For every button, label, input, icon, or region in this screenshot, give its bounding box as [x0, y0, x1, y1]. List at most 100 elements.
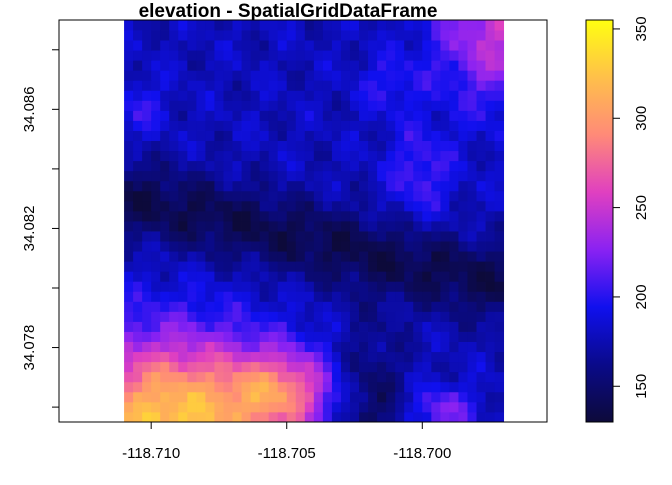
raster-cell — [377, 100, 387, 111]
raster-cell — [413, 180, 423, 192]
raster-cell — [196, 251, 206, 262]
raster-cell — [440, 80, 450, 91]
raster-cell — [133, 70, 143, 81]
raster-cell — [277, 411, 288, 423]
raster-cell — [205, 271, 215, 282]
raster-cell — [160, 271, 170, 282]
raster-cell — [169, 120, 179, 131]
raster-cell — [232, 120, 242, 131]
raster-cell — [413, 231, 423, 242]
raster-cell — [169, 301, 179, 312]
x-tick-label: -118.710 — [122, 445, 180, 462]
raster-cell — [187, 391, 197, 403]
raster-cell — [340, 20, 351, 31]
raster-cell — [377, 150, 387, 162]
raster-cell — [142, 371, 152, 383]
raster-cell — [322, 241, 333, 252]
raster-cell — [196, 180, 206, 192]
raster-cell — [295, 411, 306, 423]
raster-cell — [331, 110, 342, 121]
raster-cell — [340, 241, 351, 252]
raster-cell — [494, 110, 505, 121]
raster-cell — [151, 371, 161, 383]
raster-cell — [277, 190, 288, 202]
raster-cell — [250, 341, 261, 353]
raster-cell — [295, 150, 306, 162]
raster-cell — [467, 271, 477, 282]
raster-cell — [268, 341, 279, 353]
raster-cell — [295, 341, 306, 353]
raster-cell — [196, 331, 206, 342]
raster-cell — [440, 311, 450, 322]
raster-cell — [214, 351, 224, 363]
raster-cell — [313, 170, 324, 182]
raster-cell — [331, 30, 342, 41]
raster-cell — [286, 271, 297, 282]
raster-cell — [340, 351, 351, 363]
raster-cell — [259, 180, 270, 192]
raster-cell — [169, 200, 179, 212]
raster-cell — [223, 251, 233, 262]
raster-cell — [232, 401, 242, 413]
raster-cell — [422, 210, 432, 222]
raster-cell — [368, 251, 378, 262]
raster-cell — [494, 40, 505, 51]
raster-cell — [295, 40, 306, 51]
raster-cell — [286, 200, 297, 212]
raster-cell — [431, 90, 441, 101]
raster-cell — [431, 170, 441, 182]
raster-cell — [295, 361, 306, 373]
raster-cell — [359, 130, 369, 141]
raster-cell — [404, 241, 414, 252]
raster-cell — [196, 190, 206, 202]
raster-cell — [413, 251, 423, 262]
raster-cell — [313, 321, 324, 332]
raster-cell — [268, 331, 279, 342]
raster-cell — [359, 100, 369, 111]
raster-cell — [359, 291, 369, 302]
raster-cell — [386, 311, 396, 322]
raster-cell — [431, 311, 441, 322]
raster-cell — [440, 241, 450, 252]
raster-cell — [142, 100, 152, 111]
raster-cell — [142, 321, 152, 332]
raster-cell — [160, 261, 170, 272]
raster-cell — [395, 301, 405, 312]
raster-cell — [295, 271, 306, 282]
raster-cell — [133, 150, 143, 162]
raster-cell — [268, 20, 279, 31]
raster-cell — [187, 100, 197, 111]
raster-cell — [340, 50, 351, 61]
raster-cell — [133, 20, 143, 31]
raster-cell — [313, 261, 324, 272]
raster-cell — [476, 130, 486, 141]
raster-cell — [187, 120, 197, 131]
raster-cell — [277, 40, 288, 51]
raster-cell — [449, 100, 459, 111]
raster-cell — [277, 160, 288, 172]
raster-cell — [422, 60, 432, 71]
raster-cell — [277, 130, 288, 141]
raster-cell — [485, 160, 495, 172]
raster-cell — [440, 331, 450, 342]
raster-cell — [250, 50, 261, 61]
raster-cell — [494, 381, 505, 393]
raster-cell — [458, 381, 468, 393]
raster-cell — [313, 180, 324, 192]
raster-cell — [286, 140, 297, 152]
raster-cell — [386, 281, 396, 292]
raster-cell — [232, 200, 242, 212]
raster-cell — [340, 160, 351, 172]
raster-cell — [476, 351, 486, 363]
raster-cell — [178, 130, 188, 141]
raster-cell — [286, 291, 297, 302]
raster-cell — [449, 321, 459, 332]
raster-cell — [178, 381, 188, 393]
raster-cell — [259, 351, 270, 363]
raster-cell — [133, 190, 143, 202]
raster-cell — [142, 210, 152, 222]
raster-cell — [151, 90, 161, 101]
raster-cell — [467, 160, 477, 172]
raster-cell — [223, 391, 233, 403]
raster-cell — [133, 100, 143, 111]
